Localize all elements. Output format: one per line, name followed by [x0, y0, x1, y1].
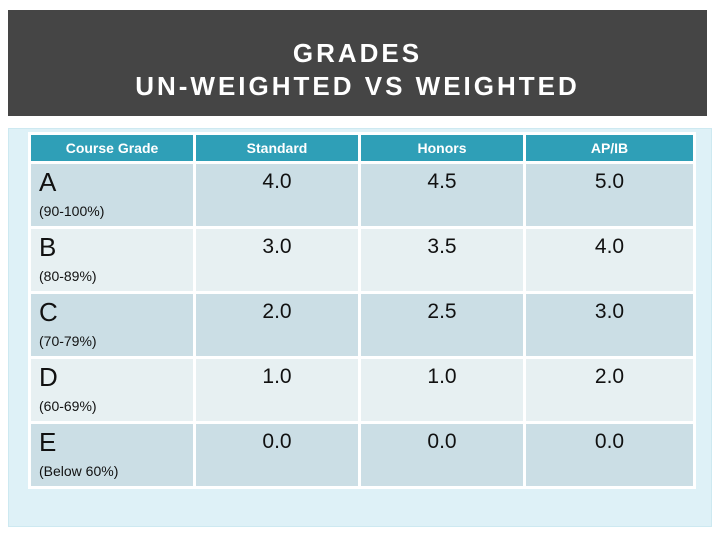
- value-ap-ib: 3.0: [523, 291, 696, 359]
- grade-cell: C (70-79%): [28, 291, 196, 359]
- value-honors: 1.0: [358, 356, 526, 424]
- header-course-grade: Course Grade: [28, 132, 196, 164]
- table-row-a: A (90-100%) 4.0 4.5 5.0: [28, 161, 696, 229]
- grades-table: Course Grade Standard Honors AP/IB A (90…: [28, 132, 696, 489]
- grade-letter: C: [39, 297, 58, 327]
- table-row-b: B (80-89%) 3.0 3.5 4.0: [28, 226, 696, 294]
- header-standard: Standard: [193, 132, 361, 164]
- value-honors: 2.5: [358, 291, 526, 359]
- slide-title-line-2: UN-WEIGHTED VS WEIGHTED: [135, 71, 580, 101]
- title-banner: GRADES UN-WEIGHTED VS WEIGHTED: [8, 10, 707, 116]
- value-standard: 0.0: [193, 421, 361, 489]
- value-standard: 1.0: [193, 356, 361, 424]
- value-honors: 0.0: [358, 421, 526, 489]
- slide-title-line-1: GRADES: [292, 38, 423, 68]
- grade-range: (90-100%): [39, 203, 105, 219]
- grade-letter: B: [39, 232, 57, 262]
- value-ap-ib: 5.0: [523, 161, 696, 229]
- grade-range: (70-79%): [39, 333, 97, 349]
- value-honors: 4.5: [358, 161, 526, 229]
- grade-range: (60-69%): [39, 398, 97, 414]
- grade-cell: E (Below 60%): [28, 421, 196, 489]
- value-standard: 4.0: [193, 161, 361, 229]
- header-honors: Honors: [358, 132, 526, 164]
- grade-cell: B (80-89%): [28, 226, 196, 294]
- value-standard: 2.0: [193, 291, 361, 359]
- grade-range: (80-89%): [39, 268, 97, 284]
- value-ap-ib: 4.0: [523, 226, 696, 294]
- header-ap-ib: AP/IB: [523, 132, 696, 164]
- grade-letter: A: [39, 167, 57, 197]
- table-row-c: C (70-79%) 2.0 2.5 3.0: [28, 291, 696, 359]
- grade-letter: D: [39, 362, 58, 392]
- table-row-d: D (60-69%) 1.0 1.0 2.0: [28, 356, 696, 424]
- grade-range: (Below 60%): [39, 463, 119, 479]
- value-standard: 3.0: [193, 226, 361, 294]
- value-honors: 3.5: [358, 226, 526, 294]
- content-panel: Course Grade Standard Honors AP/IB A (90…: [8, 128, 712, 527]
- grade-letter: E: [39, 427, 57, 457]
- table-row-e: E (Below 60%) 0.0 0.0 0.0: [28, 421, 696, 489]
- value-ap-ib: 2.0: [523, 356, 696, 424]
- grade-cell: A (90-100%): [28, 161, 196, 229]
- value-ap-ib: 0.0: [523, 421, 696, 489]
- grade-cell: D (60-69%): [28, 356, 196, 424]
- table-header-row: Course Grade Standard Honors AP/IB: [28, 132, 696, 164]
